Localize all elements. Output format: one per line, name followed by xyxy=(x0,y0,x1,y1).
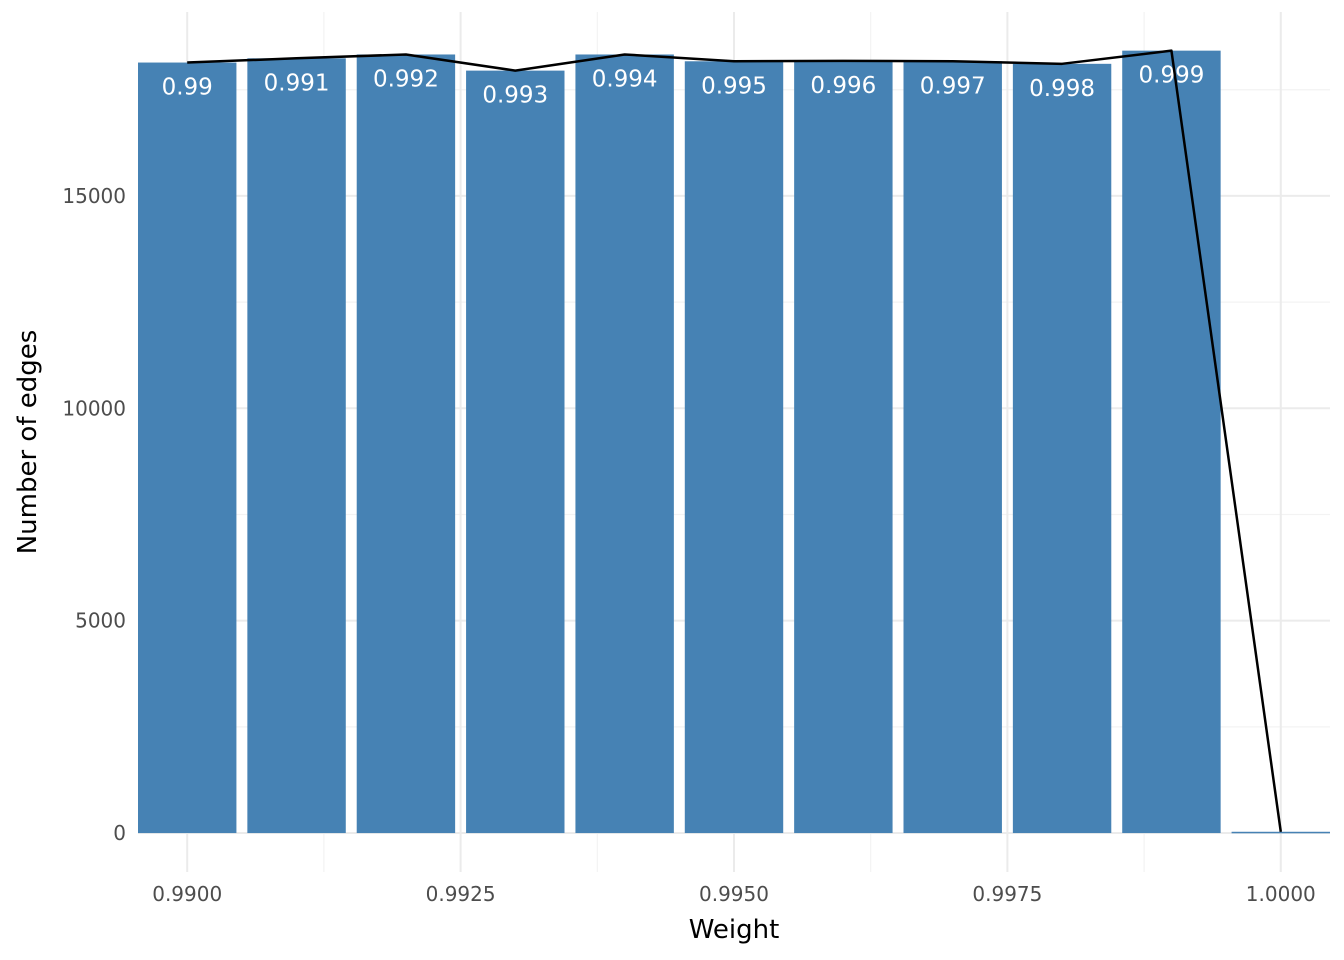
y-tick-label: 5000 xyxy=(75,609,126,633)
bar xyxy=(356,54,456,834)
x-tick-label: 0.9925 xyxy=(426,882,496,906)
bar xyxy=(138,62,237,834)
bar-value-label: 0.994 xyxy=(592,66,658,92)
bar-value-label: 0.998 xyxy=(1029,76,1095,102)
bar xyxy=(1231,831,1330,834)
bar xyxy=(1122,50,1221,834)
bar-value-label: 0.999 xyxy=(1139,63,1205,89)
y-tick-label: 15000 xyxy=(62,184,126,208)
bar-value-label: 0.996 xyxy=(810,73,876,99)
bar xyxy=(684,61,784,834)
bars xyxy=(138,50,1330,834)
y-tick-label: 0 xyxy=(113,821,126,845)
x-tick-labels: 0.9900 0.9925 0.9950 0.9975 1.0000 xyxy=(152,882,1316,906)
bar-value-label: 0.992 xyxy=(373,66,439,92)
bar xyxy=(794,60,893,834)
x-axis-title: Weight xyxy=(689,915,780,945)
bar-value-label: 0.99 xyxy=(162,75,213,101)
bar-value-label: 0.993 xyxy=(482,83,548,109)
bar-labels: 0.99 0.991 0.992 0.993 0.994 0.995 0.996 0.997 0… xyxy=(162,63,1205,109)
bar xyxy=(466,70,565,834)
series-line xyxy=(187,49,1283,832)
line-overlay xyxy=(187,49,1283,832)
x-tick-label: 1.0000 xyxy=(1246,882,1316,906)
x-tick-label: 0.9975 xyxy=(972,882,1042,906)
bar xyxy=(903,61,1002,834)
bar xyxy=(575,54,674,834)
x-tick-label: 0.9900 xyxy=(152,882,222,906)
bar xyxy=(1012,63,1112,834)
y-tick-labels: 0 5000 10000 15000 xyxy=(62,184,126,845)
bar-value-label: 0.995 xyxy=(701,73,767,99)
x-tick-label: 0.9950 xyxy=(699,882,769,906)
bar-value-label: 0.997 xyxy=(920,73,986,99)
bar-value-label: 0.991 xyxy=(264,70,330,96)
y-axis-title: Number of edges xyxy=(13,330,43,555)
bar xyxy=(247,58,346,834)
y-tick-label: 10000 xyxy=(62,396,126,420)
